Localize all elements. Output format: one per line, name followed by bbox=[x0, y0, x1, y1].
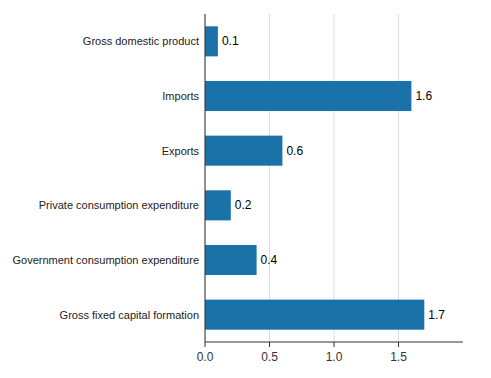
bar bbox=[205, 300, 424, 330]
data-label: 1.6 bbox=[415, 89, 432, 103]
grid-line bbox=[334, 14, 335, 342]
category-label: Government consumption expenditure bbox=[13, 254, 200, 266]
tick-mark bbox=[205, 342, 206, 347]
y-axis: Gross fixed capital formation Government … bbox=[13, 35, 200, 320]
category-label: Exports bbox=[162, 145, 200, 157]
bar bbox=[205, 190, 231, 220]
category-label: Private consumption expenditure bbox=[39, 199, 199, 211]
category-label: Gross domestic product bbox=[83, 35, 199, 47]
category-label: Imports bbox=[162, 90, 199, 102]
tick-label: 0.0 bbox=[197, 350, 214, 364]
tick-label: 0.5 bbox=[261, 350, 278, 364]
chart-container: 0.0 0.5 1.0 1.5 Gross fixed capital formatio… bbox=[0, 0, 491, 378]
data-label: 0.2 bbox=[235, 198, 252, 212]
bar bbox=[205, 26, 218, 56]
y-axis-line bbox=[205, 14, 206, 342]
x-axis-line bbox=[205, 342, 463, 343]
bar bbox=[205, 136, 282, 166]
x-axis: 0.0 0.5 1.0 1.5 bbox=[197, 342, 408, 364]
data-label: 1.7 bbox=[428, 308, 445, 322]
grid-line bbox=[398, 14, 399, 342]
grid bbox=[205, 14, 399, 342]
bar bbox=[205, 245, 257, 275]
bar bbox=[205, 81, 411, 111]
data-label: 0.1 bbox=[222, 34, 239, 48]
data-label: 0.6 bbox=[286, 144, 303, 158]
chart: 0.0 0.5 1.0 1.5 Gross fixed capital formatio… bbox=[0, 0, 491, 378]
bars bbox=[205, 26, 424, 329]
tick-label: 1.5 bbox=[390, 350, 407, 364]
data-labels: 1.7 0.4 0.2 0.6 1.6 0.1 bbox=[222, 34, 445, 321]
tick-mark bbox=[269, 342, 270, 347]
grid-line bbox=[269, 14, 270, 342]
data-label: 0.4 bbox=[261, 253, 278, 267]
grid-line bbox=[205, 14, 206, 342]
tick-mark bbox=[398, 342, 399, 347]
category-label: Gross fixed capital formation bbox=[60, 309, 199, 321]
tick-mark bbox=[334, 342, 335, 347]
tick-label: 1.0 bbox=[326, 350, 343, 364]
